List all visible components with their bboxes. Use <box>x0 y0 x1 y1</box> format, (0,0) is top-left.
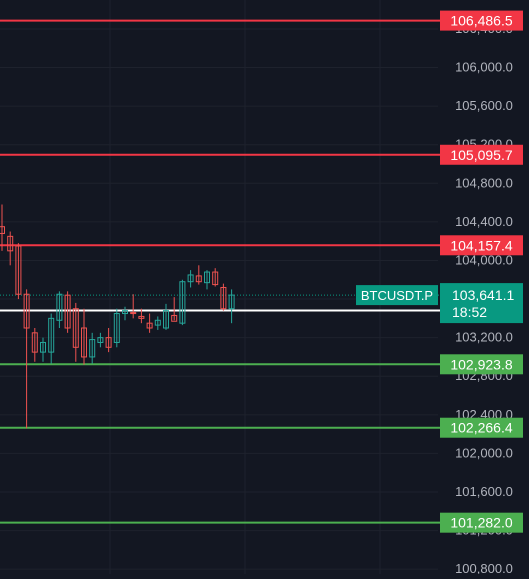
candle-body-down <box>0 226 5 234</box>
candle-body-up <box>163 310 169 329</box>
symbol-tag-label: BTCUSDT.P <box>361 288 433 303</box>
support-level-badge <box>440 354 523 375</box>
price-tick-label: 103,200.0 <box>455 330 513 345</box>
support-level-badge <box>440 512 523 533</box>
candle[interactable] <box>154 316 161 330</box>
candle[interactable] <box>31 328 38 362</box>
resistance-level-label: 105,095.7 <box>450 147 512 163</box>
price-tick-label: 100,800.0 <box>455 561 513 574</box>
price-tick-label: 104,800.0 <box>455 175 513 190</box>
price-tick-label: 102,000.0 <box>455 445 513 460</box>
candle-body-up <box>48 317 55 353</box>
candle-body-down <box>212 271 219 286</box>
candle[interactable] <box>7 231 14 266</box>
candle[interactable] <box>89 332 96 364</box>
candle-body-down <box>81 327 87 358</box>
countdown-label: 18:52 <box>452 304 487 320</box>
current-price-badge <box>440 283 523 324</box>
price-tick-label: 104,000.0 <box>455 252 513 267</box>
candle[interactable] <box>81 308 87 365</box>
candle-body-down <box>23 293 30 329</box>
candle-body-down <box>195 275 202 283</box>
candle[interactable] <box>40 337 46 362</box>
candle[interactable] <box>138 308 145 324</box>
candle[interactable] <box>228 289 235 324</box>
candles[interactable] <box>0 204 235 429</box>
candle-body-up <box>228 294 235 310</box>
candle[interactable] <box>56 291 63 328</box>
candle-body-down <box>146 322 153 329</box>
candle[interactable] <box>0 204 5 251</box>
candle-body-up <box>187 274 194 283</box>
support-level-label: 102,923.8 <box>450 356 512 372</box>
candle-body-down <box>72 308 79 348</box>
candle-body-down <box>64 294 71 329</box>
resistance-level-badge <box>440 235 523 256</box>
candle-body-up <box>40 341 46 353</box>
support-level-label: 101,282.0 <box>450 515 512 531</box>
candle[interactable] <box>130 294 137 319</box>
candle-body-up <box>97 337 104 343</box>
candle[interactable] <box>171 297 178 322</box>
candle[interactable] <box>15 243 22 300</box>
price-tick-label: 104,400.0 <box>455 214 513 229</box>
candle[interactable] <box>179 279 186 326</box>
candle[interactable] <box>64 291 71 333</box>
candle-body-down <box>31 332 38 353</box>
candle-body-down <box>138 315 145 319</box>
candle-body-down <box>105 337 112 348</box>
price-tick-label: 105,600.0 <box>455 98 513 113</box>
candle[interactable] <box>212 268 219 287</box>
resistance-level-label: 104,157.4 <box>450 237 512 253</box>
candle[interactable] <box>105 328 112 353</box>
price-tick-label: 101,600.0 <box>455 484 513 499</box>
candle[interactable] <box>187 270 194 288</box>
symbol-tag <box>356 285 438 306</box>
candle[interactable] <box>97 332 104 348</box>
candle-body-down <box>130 312 137 315</box>
price-tick-label: 106,000.0 <box>455 60 513 75</box>
resistance-level-badge <box>440 10 523 31</box>
candle[interactable] <box>195 265 202 285</box>
candle-body-up <box>204 271 210 284</box>
candle[interactable] <box>23 289 30 429</box>
support-level-label: 102,266.4 <box>450 420 512 436</box>
resistance-level-label: 106,486.5 <box>450 13 512 29</box>
candle[interactable] <box>48 313 55 364</box>
candle-body-down <box>7 235 14 252</box>
candle-body-up <box>113 313 120 343</box>
candle-body-down <box>171 314 178 322</box>
candle-body-up <box>56 293 63 321</box>
price-badges: 106,486.5 105,095.7 104,157.4 102,923.8 102,… <box>356 10 523 533</box>
candle[interactable] <box>146 313 153 333</box>
candle[interactable] <box>72 302 79 362</box>
candle[interactable] <box>122 306 128 321</box>
candle[interactable] <box>113 308 120 348</box>
resistance-level-badge <box>440 144 523 165</box>
candle-body-up <box>122 310 128 315</box>
current-price-label: 103,641.1 <box>452 287 514 303</box>
candle[interactable] <box>163 303 169 330</box>
candle[interactable] <box>204 270 210 290</box>
candle-body-down <box>220 286 227 310</box>
candle-body-up <box>179 281 186 324</box>
candle-body-up <box>89 339 96 358</box>
candle[interactable] <box>220 283 227 311</box>
support-level-badge <box>440 417 523 438</box>
candle-body-up <box>154 319 161 326</box>
candle-body-down <box>15 245 22 295</box>
